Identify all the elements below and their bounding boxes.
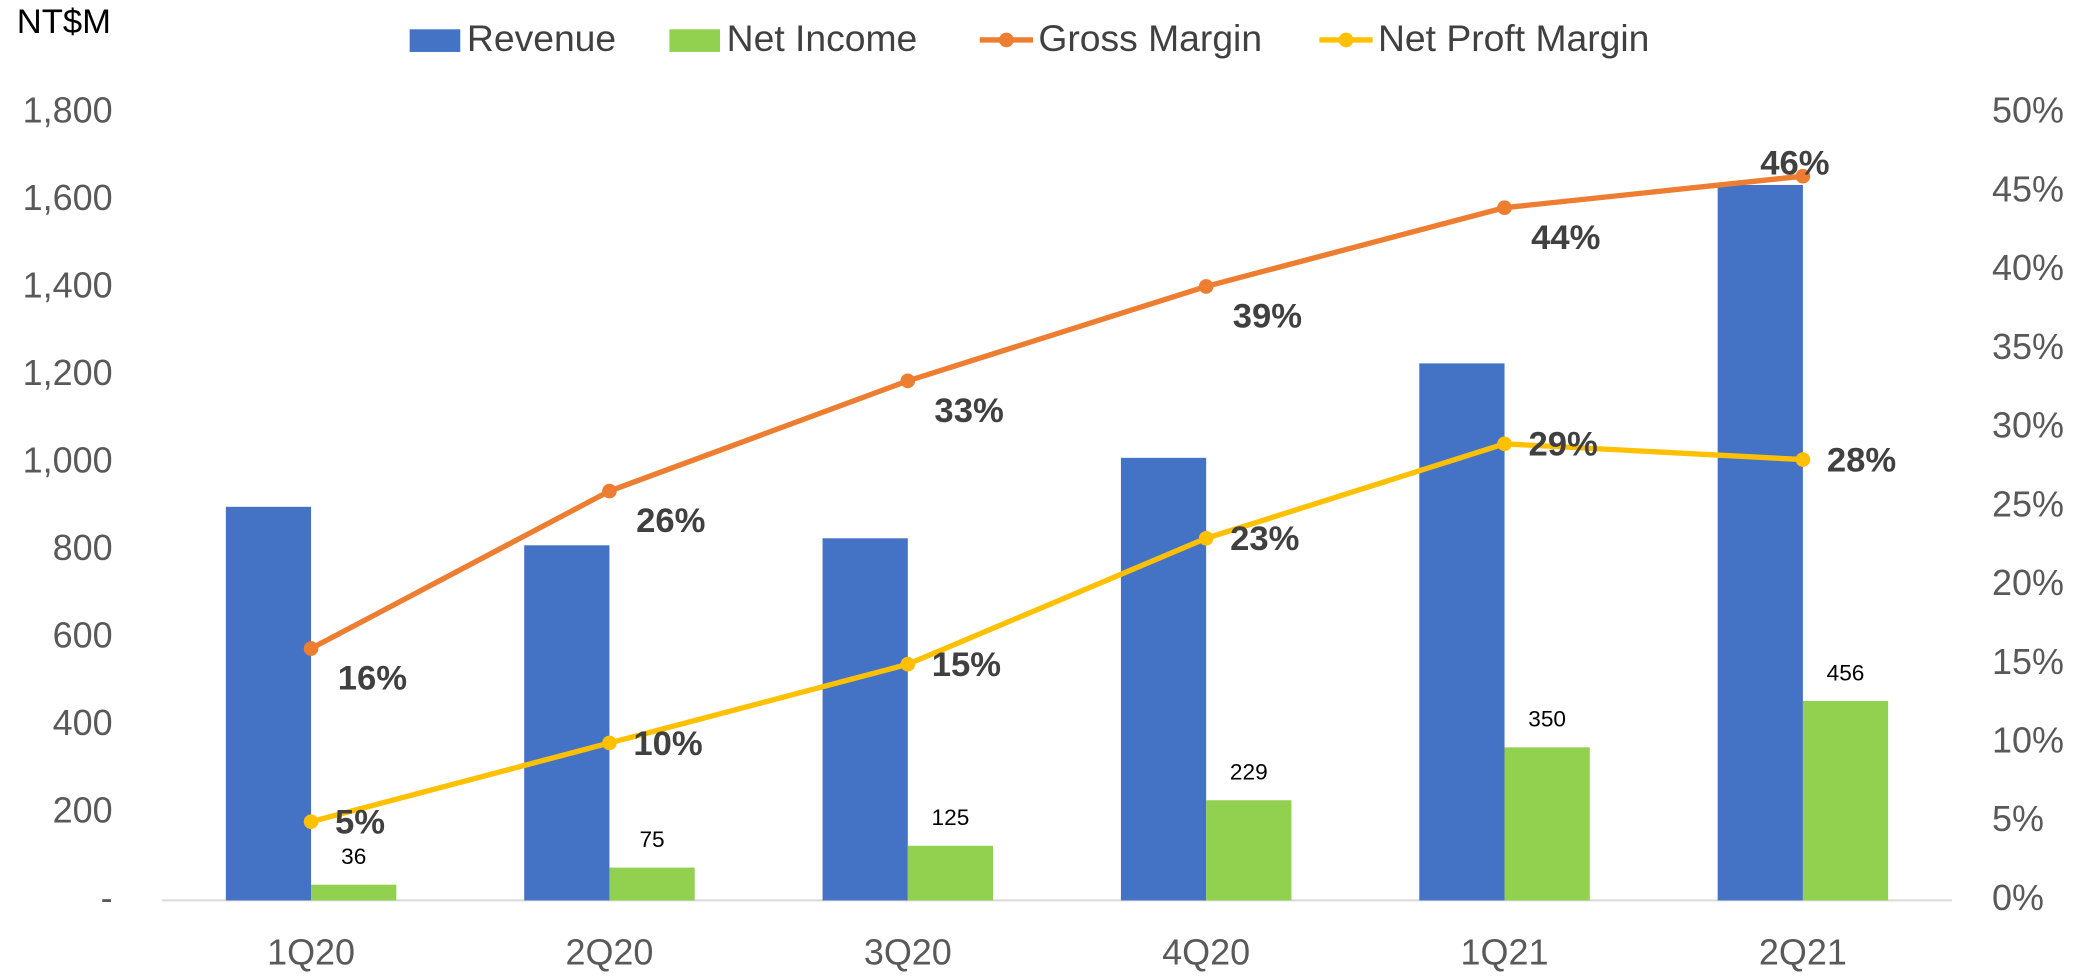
bar: [609, 867, 695, 901]
legend-label: Net Income: [727, 17, 918, 59]
point-label: 10%: [633, 725, 702, 763]
y-tick-label: 600: [53, 615, 113, 656]
marker: [1497, 436, 1512, 452]
point-label: 16%: [338, 660, 407, 698]
marker: [303, 641, 319, 656]
bar: [822, 538, 908, 901]
value-label: 456: [1827, 660, 1865, 685]
point-label: 28%: [1827, 441, 1896, 479]
legend-label: Gross Margin: [1038, 17, 1262, 59]
marker: [602, 483, 617, 499]
value-label: 125: [932, 805, 970, 830]
bar: [1504, 747, 1590, 901]
y-axis-title: NT$M: [17, 3, 111, 41]
point-label: 39%: [1233, 298, 1302, 336]
point-label: 44%: [1531, 219, 1600, 257]
line: [310, 441, 1804, 825]
value-label: 350: [1528, 707, 1566, 732]
x-tick-label: 1Q21: [1461, 932, 1549, 973]
x-tick-label: 2Q20: [565, 932, 653, 973]
bar: [1802, 700, 1889, 901]
y-tick-label: 1,600: [23, 177, 113, 218]
y2-tick-label: 0%: [1992, 877, 2044, 918]
point-label: 33%: [934, 392, 1003, 430]
y-tick-label: -: [101, 877, 113, 918]
value-label: 229: [1230, 760, 1268, 785]
y-tick-label: 1,200: [23, 352, 113, 393]
line: [309, 173, 1804, 651]
x-tick-label: 3Q20: [864, 932, 952, 973]
y2-tick-label: 30%: [1992, 405, 2064, 446]
y2-tick-label: 25%: [1992, 483, 2064, 524]
y2-tick-label: 35%: [1992, 326, 2064, 367]
marker: [900, 656, 916, 672]
legend-label: Revenue: [467, 17, 616, 59]
marker: [1497, 200, 1512, 216]
point-label: 26%: [636, 502, 705, 540]
bar: [311, 884, 397, 901]
point-label: 46%: [1760, 145, 1829, 183]
legend-swatch: [669, 29, 720, 52]
point-label: 23%: [1230, 520, 1299, 558]
y2-tick-label: 5%: [1992, 798, 2044, 839]
legend-swatch: [409, 29, 461, 52]
legend-marker: [999, 32, 1014, 48]
marker: [1795, 452, 1811, 467]
y2-tick-label: 40%: [1992, 247, 2064, 288]
y-tick-label: 1,400: [23, 265, 113, 306]
y-tick-label: 1,800: [23, 90, 113, 131]
x-tick-label: 1Q20: [267, 932, 355, 973]
y2-tick-label: 15%: [1992, 641, 2064, 682]
value-label: 36: [341, 844, 366, 869]
y2-tick-label: 50%: [1992, 90, 2064, 131]
y-tick-label: 1,000: [23, 440, 113, 481]
bar: [1717, 184, 1803, 901]
point-label: 29%: [1529, 426, 1598, 464]
y-tick-label: 200: [53, 789, 113, 830]
bar: [907, 845, 994, 901]
value-label: 75: [639, 827, 664, 852]
y-tick-label: 400: [53, 702, 113, 743]
bar: [225, 506, 312, 901]
y2-tick-label: 20%: [1992, 562, 2064, 603]
marker: [900, 373, 916, 389]
marker: [602, 735, 617, 751]
y2-tick-label: 45%: [1992, 168, 2064, 209]
bar: [1120, 457, 1207, 901]
marker: [1795, 168, 1811, 184]
point-label: 5%: [335, 803, 385, 841]
bar: [1206, 800, 1292, 901]
y2-tick-label: 10%: [1992, 719, 2064, 760]
y-tick-label: 800: [53, 527, 113, 568]
x-tick-label: 4Q20: [1162, 932, 1250, 973]
x-tick-label: 2Q21: [1759, 932, 1847, 973]
marker: [1198, 530, 1214, 546]
bar: [1419, 363, 1505, 901]
legend-label: Net Proft Margin: [1378, 17, 1649, 59]
legend-marker: [1338, 32, 1354, 48]
bar: [524, 545, 610, 901]
point-label: 15%: [932, 646, 1001, 684]
marker: [1198, 279, 1214, 294]
marker: [303, 814, 319, 830]
